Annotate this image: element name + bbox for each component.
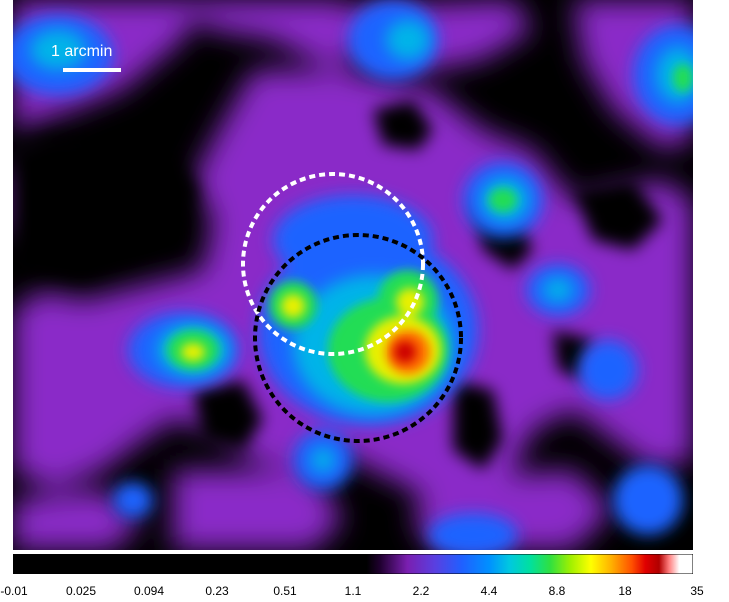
source-region-black bbox=[253, 233, 463, 443]
colorbar-tick-label: 4.4 bbox=[480, 584, 498, 598]
xray-sky-image: 1 arcmin bbox=[13, 0, 693, 550]
colorbar bbox=[13, 554, 693, 574]
colorbar-tick-label: 35 bbox=[690, 584, 704, 598]
peak-emission bbox=[394, 341, 416, 363]
colorbar-tick-label: 2.2 bbox=[412, 584, 430, 598]
colorbar-tick-label: 0.51 bbox=[273, 584, 297, 598]
colorbar-tick-label: 18 bbox=[618, 584, 632, 598]
colorbar-tick-label: 8.8 bbox=[548, 584, 566, 598]
scale-bar-label: 1 arcmin bbox=[51, 43, 112, 60]
colorbar-tick-label: 1.1 bbox=[344, 584, 362, 598]
colorbar-tick-label: 0.094 bbox=[133, 584, 165, 598]
scale-bar bbox=[63, 68, 121, 72]
colorbar-gradient bbox=[13, 554, 693, 574]
colorbar-tick-label: -0.01 bbox=[0, 584, 28, 598]
colorbar-tick-label: 0.23 bbox=[205, 584, 229, 598]
source-region-white bbox=[241, 172, 425, 356]
colorbar-tick-label: 0.025 bbox=[65, 584, 97, 598]
